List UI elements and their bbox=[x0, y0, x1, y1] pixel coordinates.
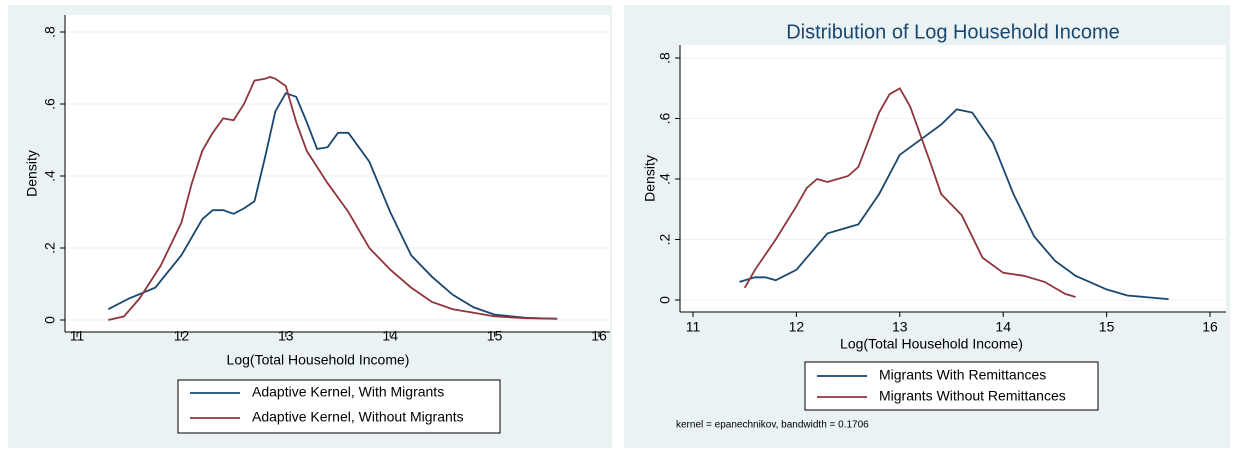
legend-box bbox=[177, 379, 501, 434]
y-tick-label: .4 bbox=[42, 170, 58, 182]
density-line bbox=[107, 92, 558, 320]
density-line bbox=[743, 87, 1076, 298]
y-tick-label: .8 bbox=[42, 26, 58, 38]
x-tick-label: 12 bbox=[789, 319, 805, 335]
y-axis-label: Density bbox=[24, 150, 40, 197]
y-tick-label: 0 bbox=[42, 316, 58, 324]
x-tick-label: 16 bbox=[591, 328, 607, 344]
x-tick-label: 14 bbox=[382, 328, 398, 344]
x-tick-label: 13 bbox=[278, 328, 294, 344]
y-tick-label: .4 bbox=[657, 173, 673, 185]
chart-title: Distribution of Log Household Income bbox=[786, 21, 1120, 43]
y-tick-label: .8 bbox=[657, 52, 673, 64]
legend-label: Migrants Without Remittances bbox=[879, 388, 1066, 404]
chart-panel: 0 .2 .4 .6 .8 11 12 13 14 15 16 Density Log(Total Ho… bbox=[624, 5, 1230, 448]
legend-label: Migrants With Remittances bbox=[879, 367, 1046, 383]
x-tick-label: 16 bbox=[1202, 319, 1218, 335]
legend-box bbox=[804, 361, 1099, 411]
x-tick-label: 14 bbox=[995, 319, 1011, 335]
y-tick-label: .2 bbox=[42, 242, 58, 254]
y-axis-label: Density bbox=[642, 155, 658, 202]
legend-label: Adaptive Kernel, With Migrants bbox=[252, 384, 444, 400]
density-line bbox=[739, 108, 1169, 300]
x-axis-label: Log(Total Household Income) bbox=[227, 352, 410, 368]
x-tick-label: 15 bbox=[1099, 319, 1115, 335]
chart-note: kernel = epanechnikov, bandwidth = 0.170… bbox=[676, 420, 869, 431]
chart-panel: 0 .2 .4 .6 .8 11 12 13 14 15 16 Density Log(Total Ho… bbox=[8, 5, 612, 448]
legend-label: Adaptive Kernel, Without Migrants bbox=[252, 409, 464, 425]
x-tick-label: 15 bbox=[487, 328, 503, 344]
y-tick-label: .6 bbox=[42, 98, 58, 110]
density-line bbox=[108, 76, 558, 321]
y-tick-label: .2 bbox=[657, 233, 673, 245]
x-axis-label: Log(Total Household Income) bbox=[840, 336, 1023, 352]
x-tick-label: 13 bbox=[892, 319, 908, 335]
x-tick-label: 11 bbox=[686, 319, 701, 335]
x-tick-label: 12 bbox=[174, 328, 190, 344]
x-tick-label: 11 bbox=[70, 328, 85, 344]
plot-region bbox=[65, 15, 610, 332]
y-tick-label: 0 bbox=[657, 296, 673, 304]
y-tick-label: .6 bbox=[657, 112, 673, 124]
